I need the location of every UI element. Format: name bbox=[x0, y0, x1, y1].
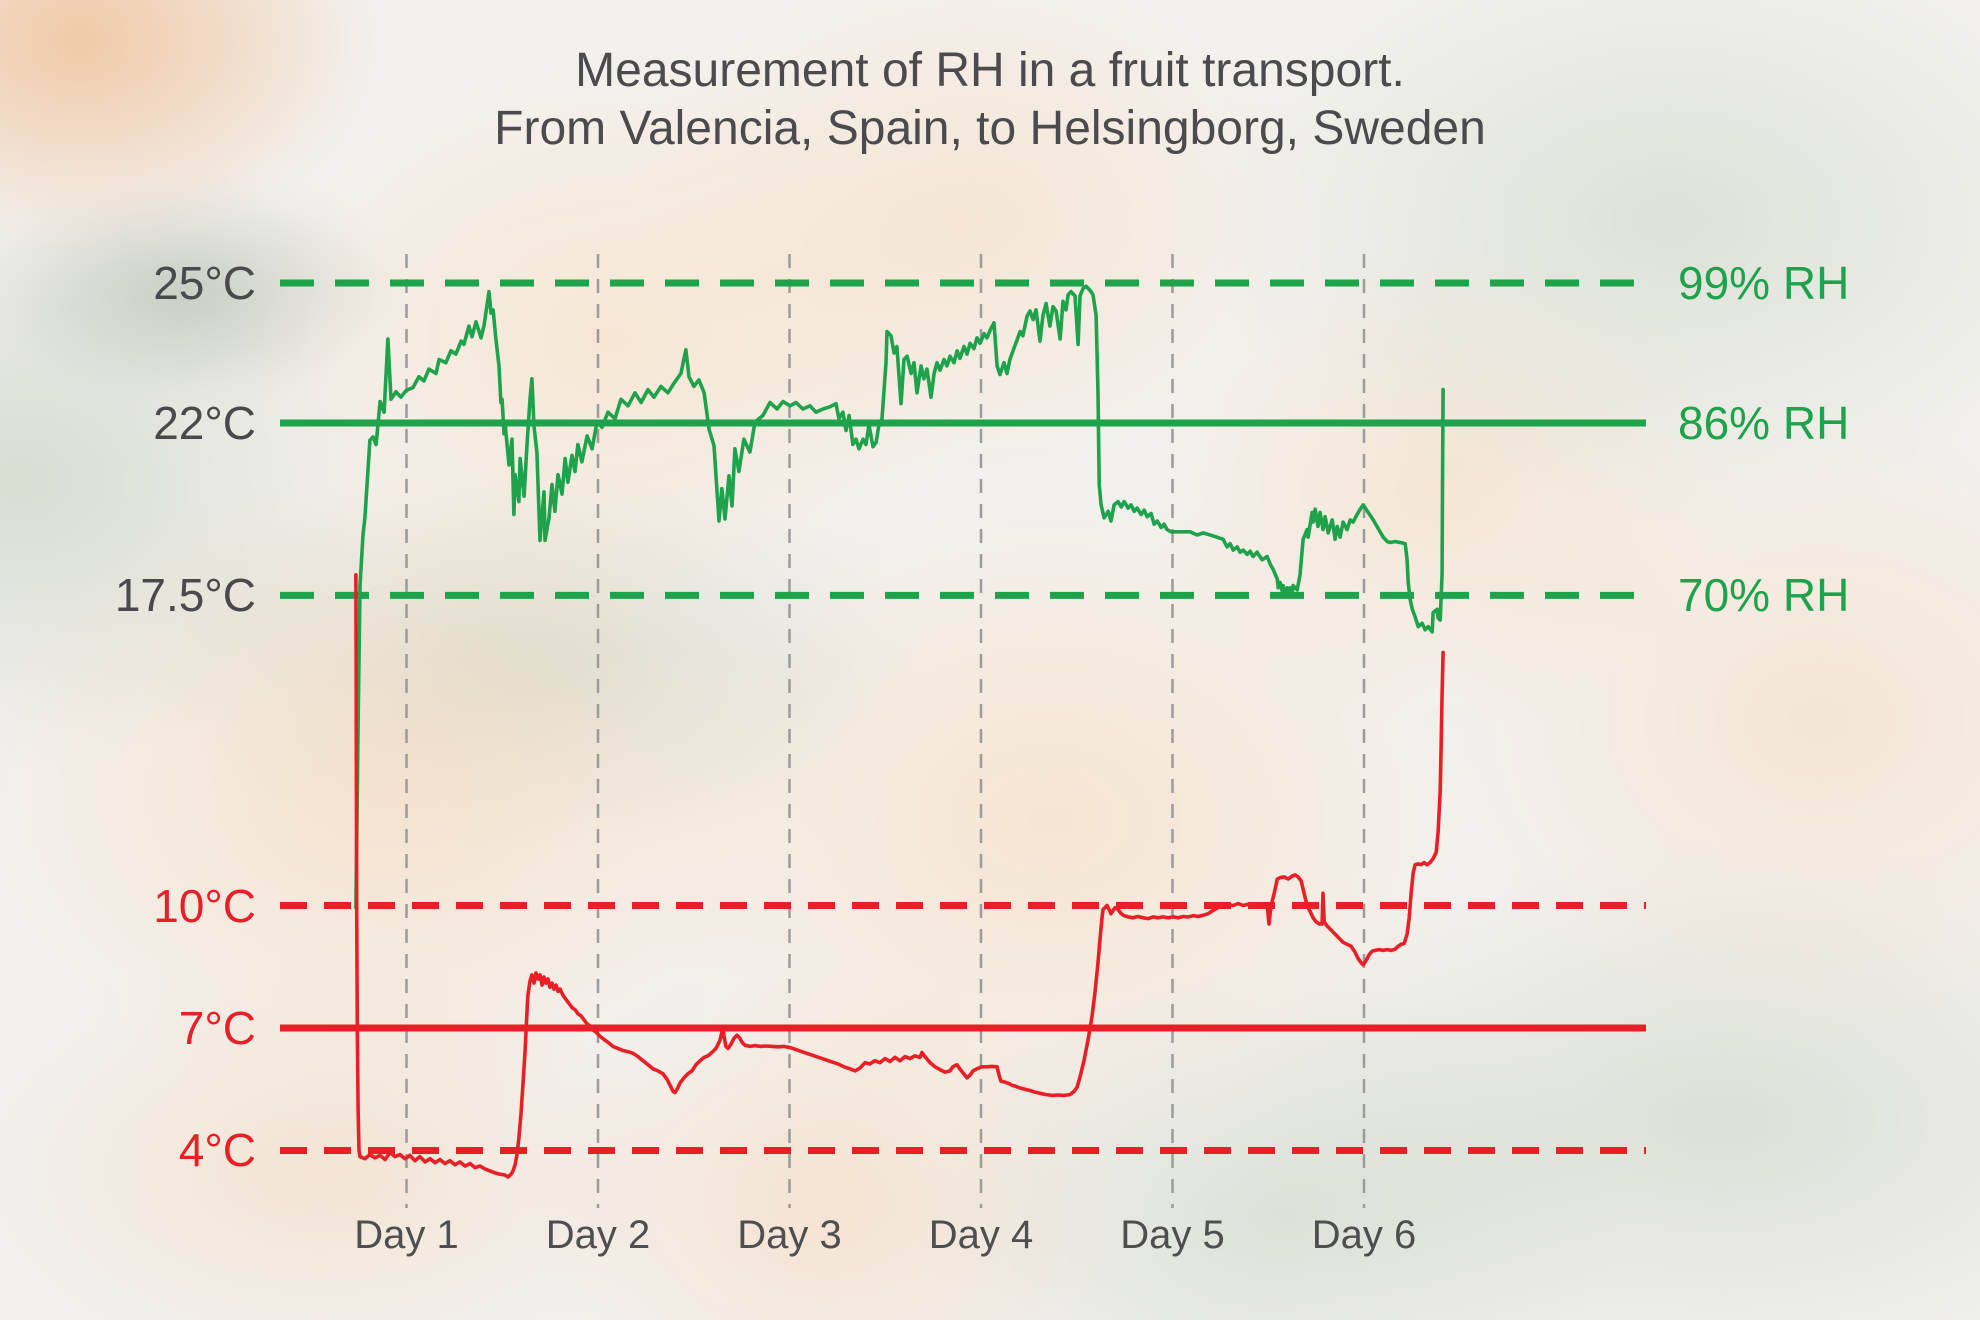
x-tick-label-3: Day 3 bbox=[737, 1213, 842, 1257]
left-axis-label-17-5C: 17.5°C bbox=[114, 569, 256, 622]
chart-title-line2: From Valencia, Spain, to Helsingborg, Sw… bbox=[494, 102, 1486, 155]
x-tick-label-2: Day 2 bbox=[545, 1213, 651, 1257]
left-axis-label-10c: 10°C bbox=[153, 879, 256, 932]
relative-humidity-series-line bbox=[354, 284, 1445, 910]
x-tick-label-5: Day 5 bbox=[1120, 1213, 1225, 1257]
right-axis-label-99pct-rh: 99% RH bbox=[1678, 256, 1850, 309]
left-axis-label-4c: 4°C bbox=[178, 1124, 256, 1177]
x-tick-label-4: Day 4 bbox=[928, 1213, 1034, 1257]
x-tick-label-1: Day 1 bbox=[354, 1213, 459, 1257]
chart-title: Measurement of RH in a fruit transport. … bbox=[0, 42, 1980, 158]
right-axis-label-70pct-rh: 70% RH bbox=[1678, 569, 1850, 622]
left-axis-label-25C: 25°C bbox=[153, 256, 256, 309]
left-axis-label-22C: 22°C bbox=[153, 397, 256, 449]
x-tick-label-6: Day 6 bbox=[1311, 1213, 1417, 1257]
left-axis-label-7c: 7°C bbox=[178, 1002, 256, 1054]
right-axis-label-86pct-rh: 86% RH bbox=[1678, 397, 1850, 449]
chart-title-line1: Measurement of RH in a fruit transport. bbox=[575, 44, 1405, 97]
temperature-series-line bbox=[354, 572, 1445, 1179]
